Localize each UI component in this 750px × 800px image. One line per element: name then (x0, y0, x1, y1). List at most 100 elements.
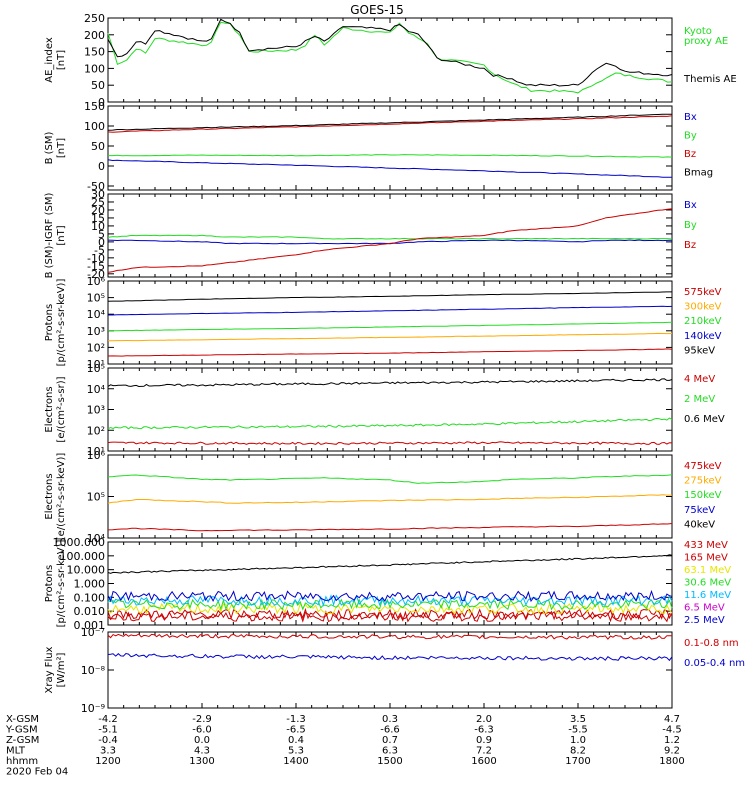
series-line-bz (107, 115, 673, 133)
series-line-300kev (108, 332, 673, 342)
series-line-2-5-mev (107, 589, 673, 603)
legend-entry: 210keV (684, 316, 722, 327)
legend-entry: 140keV (684, 331, 722, 342)
x-axis-value: -0.4 (98, 735, 118, 746)
x-axis-row-label: Y-GSM (5, 725, 38, 736)
y-tick-label: 100 (84, 120, 105, 133)
x-axis-value: 9.2 (664, 746, 680, 757)
series-line-210kev (107, 321, 673, 332)
y-tick-label: 1.000 (74, 578, 106, 591)
legend-entry: 4 MeV (684, 374, 715, 385)
y-tick-label: 10³ (87, 404, 105, 417)
y-tick-label: 20 (91, 204, 105, 217)
series-line-475kev (107, 523, 673, 532)
y-axis-label: Xray Flux (44, 646, 55, 693)
x-axis-value: 1.2 (664, 735, 680, 746)
x-axis-value: 1300 (189, 756, 214, 767)
series-line-bz (107, 208, 673, 273)
y-tick-label: 10⁴ (87, 532, 106, 545)
series-line-140kev (108, 305, 673, 316)
series-line-4-mev (107, 441, 673, 445)
series-line-by (107, 234, 673, 240)
legend-entry: Bx (684, 200, 697, 211)
y-axis-label: Protons (44, 565, 55, 602)
y-tick-label: 1000.000 (53, 536, 106, 549)
series-line-themis-ae (107, 18, 673, 87)
legend-entry: 30.6 MeV (684, 578, 731, 589)
series-line-0-1-0-8-nm (107, 633, 672, 640)
series-line-433-mev (107, 610, 673, 623)
y-tick-label: -5 (94, 244, 105, 257)
legend-entry: 40keV (684, 519, 715, 530)
y-tick-label: 10⁻⁹ (81, 702, 105, 715)
x-axis-value: 1.0 (570, 735, 586, 746)
panel-frame (107, 631, 673, 709)
y-tick-label: 0.100 (74, 591, 106, 604)
x-axis-value: 0.9 (476, 735, 492, 746)
y-tick-label: 0 (98, 236, 105, 249)
y-tick-label: 50 (91, 79, 105, 92)
x-axis-value: 3.5 (570, 714, 586, 725)
y-axis-label: [W/m²] (56, 652, 67, 687)
x-axis-value: 7.2 (476, 746, 492, 757)
x-axis-value: 1800 (659, 756, 684, 767)
legend-entry: 6.5 MeV (684, 603, 725, 614)
y-tick-label: 0.010 (74, 605, 106, 618)
x-axis-row-label: hhmm (6, 756, 38, 767)
x-axis-value: 1400 (283, 756, 308, 767)
y-tick-label: 10⁵ (87, 491, 105, 504)
x-axis-value: 4.3 (194, 746, 210, 757)
series-line-0-05-0-4-nm (107, 652, 673, 662)
y-tick-label: 10⁴ (87, 383, 106, 396)
y-tick-label: 10² (87, 341, 105, 354)
x-axis-row-label: MLT (6, 746, 26, 757)
series-line-150kev (107, 474, 673, 484)
legend-entry: By (684, 220, 697, 231)
y-tick-label: 15 (91, 212, 105, 225)
y-axis-label: Electrons (44, 386, 55, 432)
x-axis-value: -6.3 (474, 725, 494, 736)
y-axis-label: [nT] (56, 225, 67, 245)
x-axis-value: 8.2 (570, 746, 586, 757)
legend-entry: 63.1 MeV (684, 565, 731, 576)
series-line-63-1-mev (107, 602, 673, 615)
series-line-30-6-mev (107, 598, 673, 611)
y-tick-label: 10⁵ (87, 362, 105, 375)
y-tick-label: 10² (87, 424, 105, 437)
legend-entry: 2 MeV (684, 394, 715, 405)
x-axis-value: 0.0 (194, 735, 210, 746)
legend-entry: Bz (684, 240, 696, 251)
x-axis-value: -5.1 (98, 725, 118, 736)
y-tick-label: 0 (98, 96, 105, 109)
y-axis-label: AE_index (44, 37, 55, 83)
x-axis-value: 6.3 (382, 746, 398, 757)
y-tick-label: -50 (87, 180, 105, 193)
y-tick-label: 10³ (87, 325, 105, 338)
y-tick-label: 10⁶ (87, 275, 106, 288)
y-tick-label: 150 (84, 100, 105, 113)
panel-protons_low: 10¹ 10² 10³ 10⁴ 10⁵ 10⁶ Protons [p/(cm²-s-sr-ke… (44, 275, 722, 371)
y-tick-label: 10.000 (67, 564, 106, 577)
y-tick-label: 100 (84, 62, 105, 75)
y-tick-label: 100.000 (60, 550, 106, 563)
legend-entry: Kyoto (684, 26, 712, 37)
x-axis-value: 5.3 (288, 746, 304, 757)
series-line-0-8-mev (107, 554, 673, 574)
legend-entry: 0.05-0.4 nm (684, 658, 745, 669)
legend-entry: Bmag (684, 168, 713, 179)
date-label: 2020 Feb 04 (6, 767, 68, 778)
x-axis-value: -6.0 (192, 725, 212, 736)
y-tick-label: 10⁻⁷ (81, 626, 105, 639)
x-axis-value: 4.7 (664, 714, 680, 725)
series-line-kyoto-proxy-ae (107, 21, 673, 94)
x-axis-value: 0.3 (382, 714, 398, 725)
x-axis-value: -2.9 (192, 714, 212, 725)
x-axis-value: -1.3 (286, 714, 306, 725)
legend-entry: 165 MeV (684, 553, 728, 564)
y-tick-label: 200 (84, 29, 105, 42)
legend-entry: proxy AE (684, 36, 728, 47)
y-axis-label: [nT] (56, 138, 67, 158)
y-tick-label: 10⁻⁸ (81, 664, 106, 677)
